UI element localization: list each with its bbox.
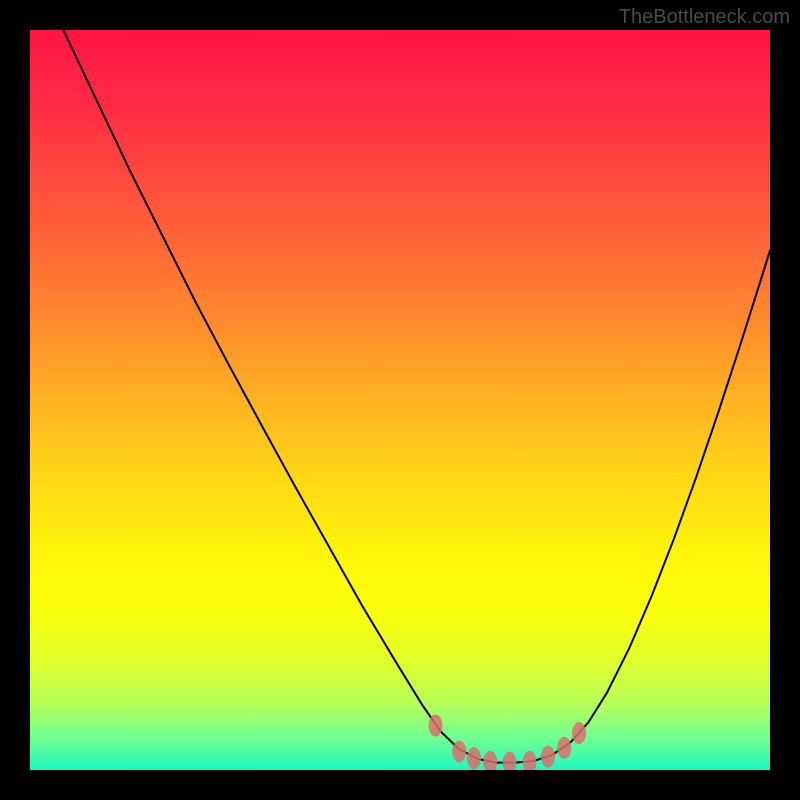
bottom-marker (572, 722, 586, 744)
bottom-marker (541, 746, 555, 768)
watermark-text: TheBottleneck.com (619, 6, 790, 29)
chart-svg (30, 30, 770, 770)
chart-background (30, 30, 770, 770)
bottom-marker (429, 715, 443, 737)
bottom-marker (557, 737, 571, 759)
bottom-marker (467, 747, 481, 769)
bottom-marker (452, 741, 466, 763)
chart-plot-area (30, 30, 770, 770)
